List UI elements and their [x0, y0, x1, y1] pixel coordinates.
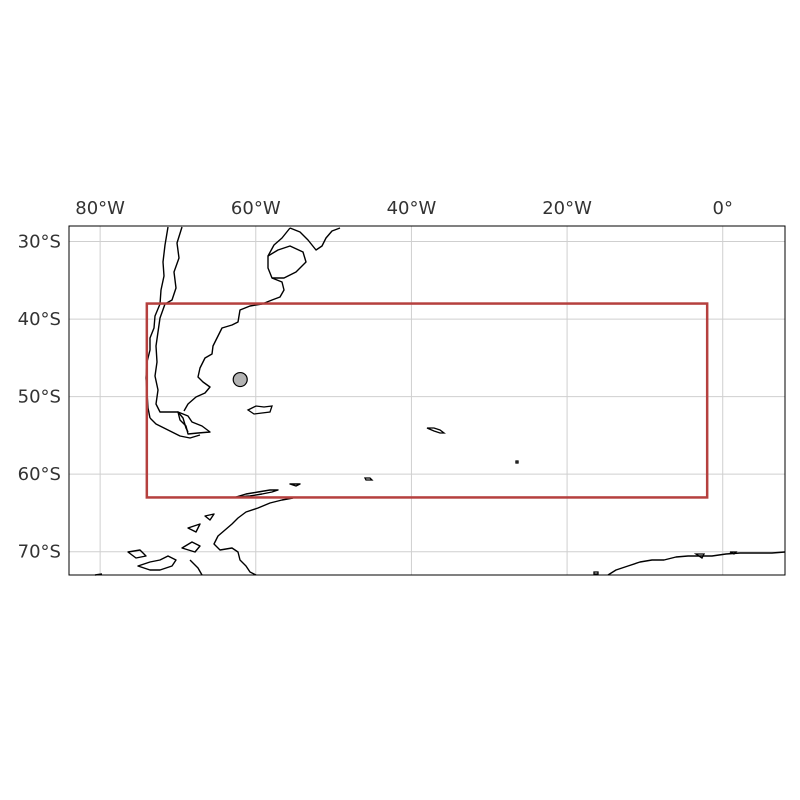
island-falklands: [246, 405, 273, 415]
coastline-antarctic-peninsula: [213, 497, 294, 576]
coastline-peninsula-islands: [127, 513, 215, 559]
gridlines: [69, 226, 785, 575]
lat-tick-label: 30°S: [18, 232, 61, 253]
lat-tick-label: 50°S: [18, 387, 61, 408]
coastline-chile-west: [145, 226, 169, 419]
lat-tick-label: 40°S: [18, 309, 61, 330]
coastlines: [94, 226, 786, 576]
lat-tick-label: 60°S: [18, 464, 61, 485]
coastline-argentina-east: [183, 227, 291, 412]
coastline-fuegian-islands: [149, 417, 201, 439]
island-south-sandwich: [515, 460, 519, 464]
map-frame: [68, 225, 786, 576]
island-antarctic-small: [593, 551, 738, 575]
coastline-south-shetland: [235, 483, 301, 498]
lon-tick-label: 0°: [713, 198, 733, 219]
location-marker: [232, 371, 248, 388]
coastline-uruguay: [289, 227, 341, 251]
lon-tick-label: 80°W: [75, 198, 125, 219]
island-south-georgia: [426, 427, 446, 434]
longitude-tick-labels: 80°W 60°W 40°W 20°W 0°: [75, 198, 733, 219]
lat-tick-label: 70°S: [18, 542, 61, 563]
coastline-tierra-del-fuego: [177, 411, 211, 435]
coastline-chile-inner: [154, 226, 189, 433]
island-shag-rocks: [363, 477, 374, 481]
lon-tick-label: 20°W: [542, 198, 592, 219]
latitude-tick-labels: 30°S 40°S 50°S 60°S 70°S: [18, 232, 61, 563]
lon-tick-label: 60°W: [231, 198, 281, 219]
coastline-bellingshausen: [94, 555, 203, 576]
region-box: [145, 302, 709, 499]
longitude-gridlines: [99, 226, 724, 575]
coastline-plata-inner: [267, 245, 307, 279]
coastline-antarctica-east: [607, 551, 786, 576]
latitude-gridlines: [69, 241, 785, 553]
lon-tick-label: 40°W: [387, 198, 437, 219]
